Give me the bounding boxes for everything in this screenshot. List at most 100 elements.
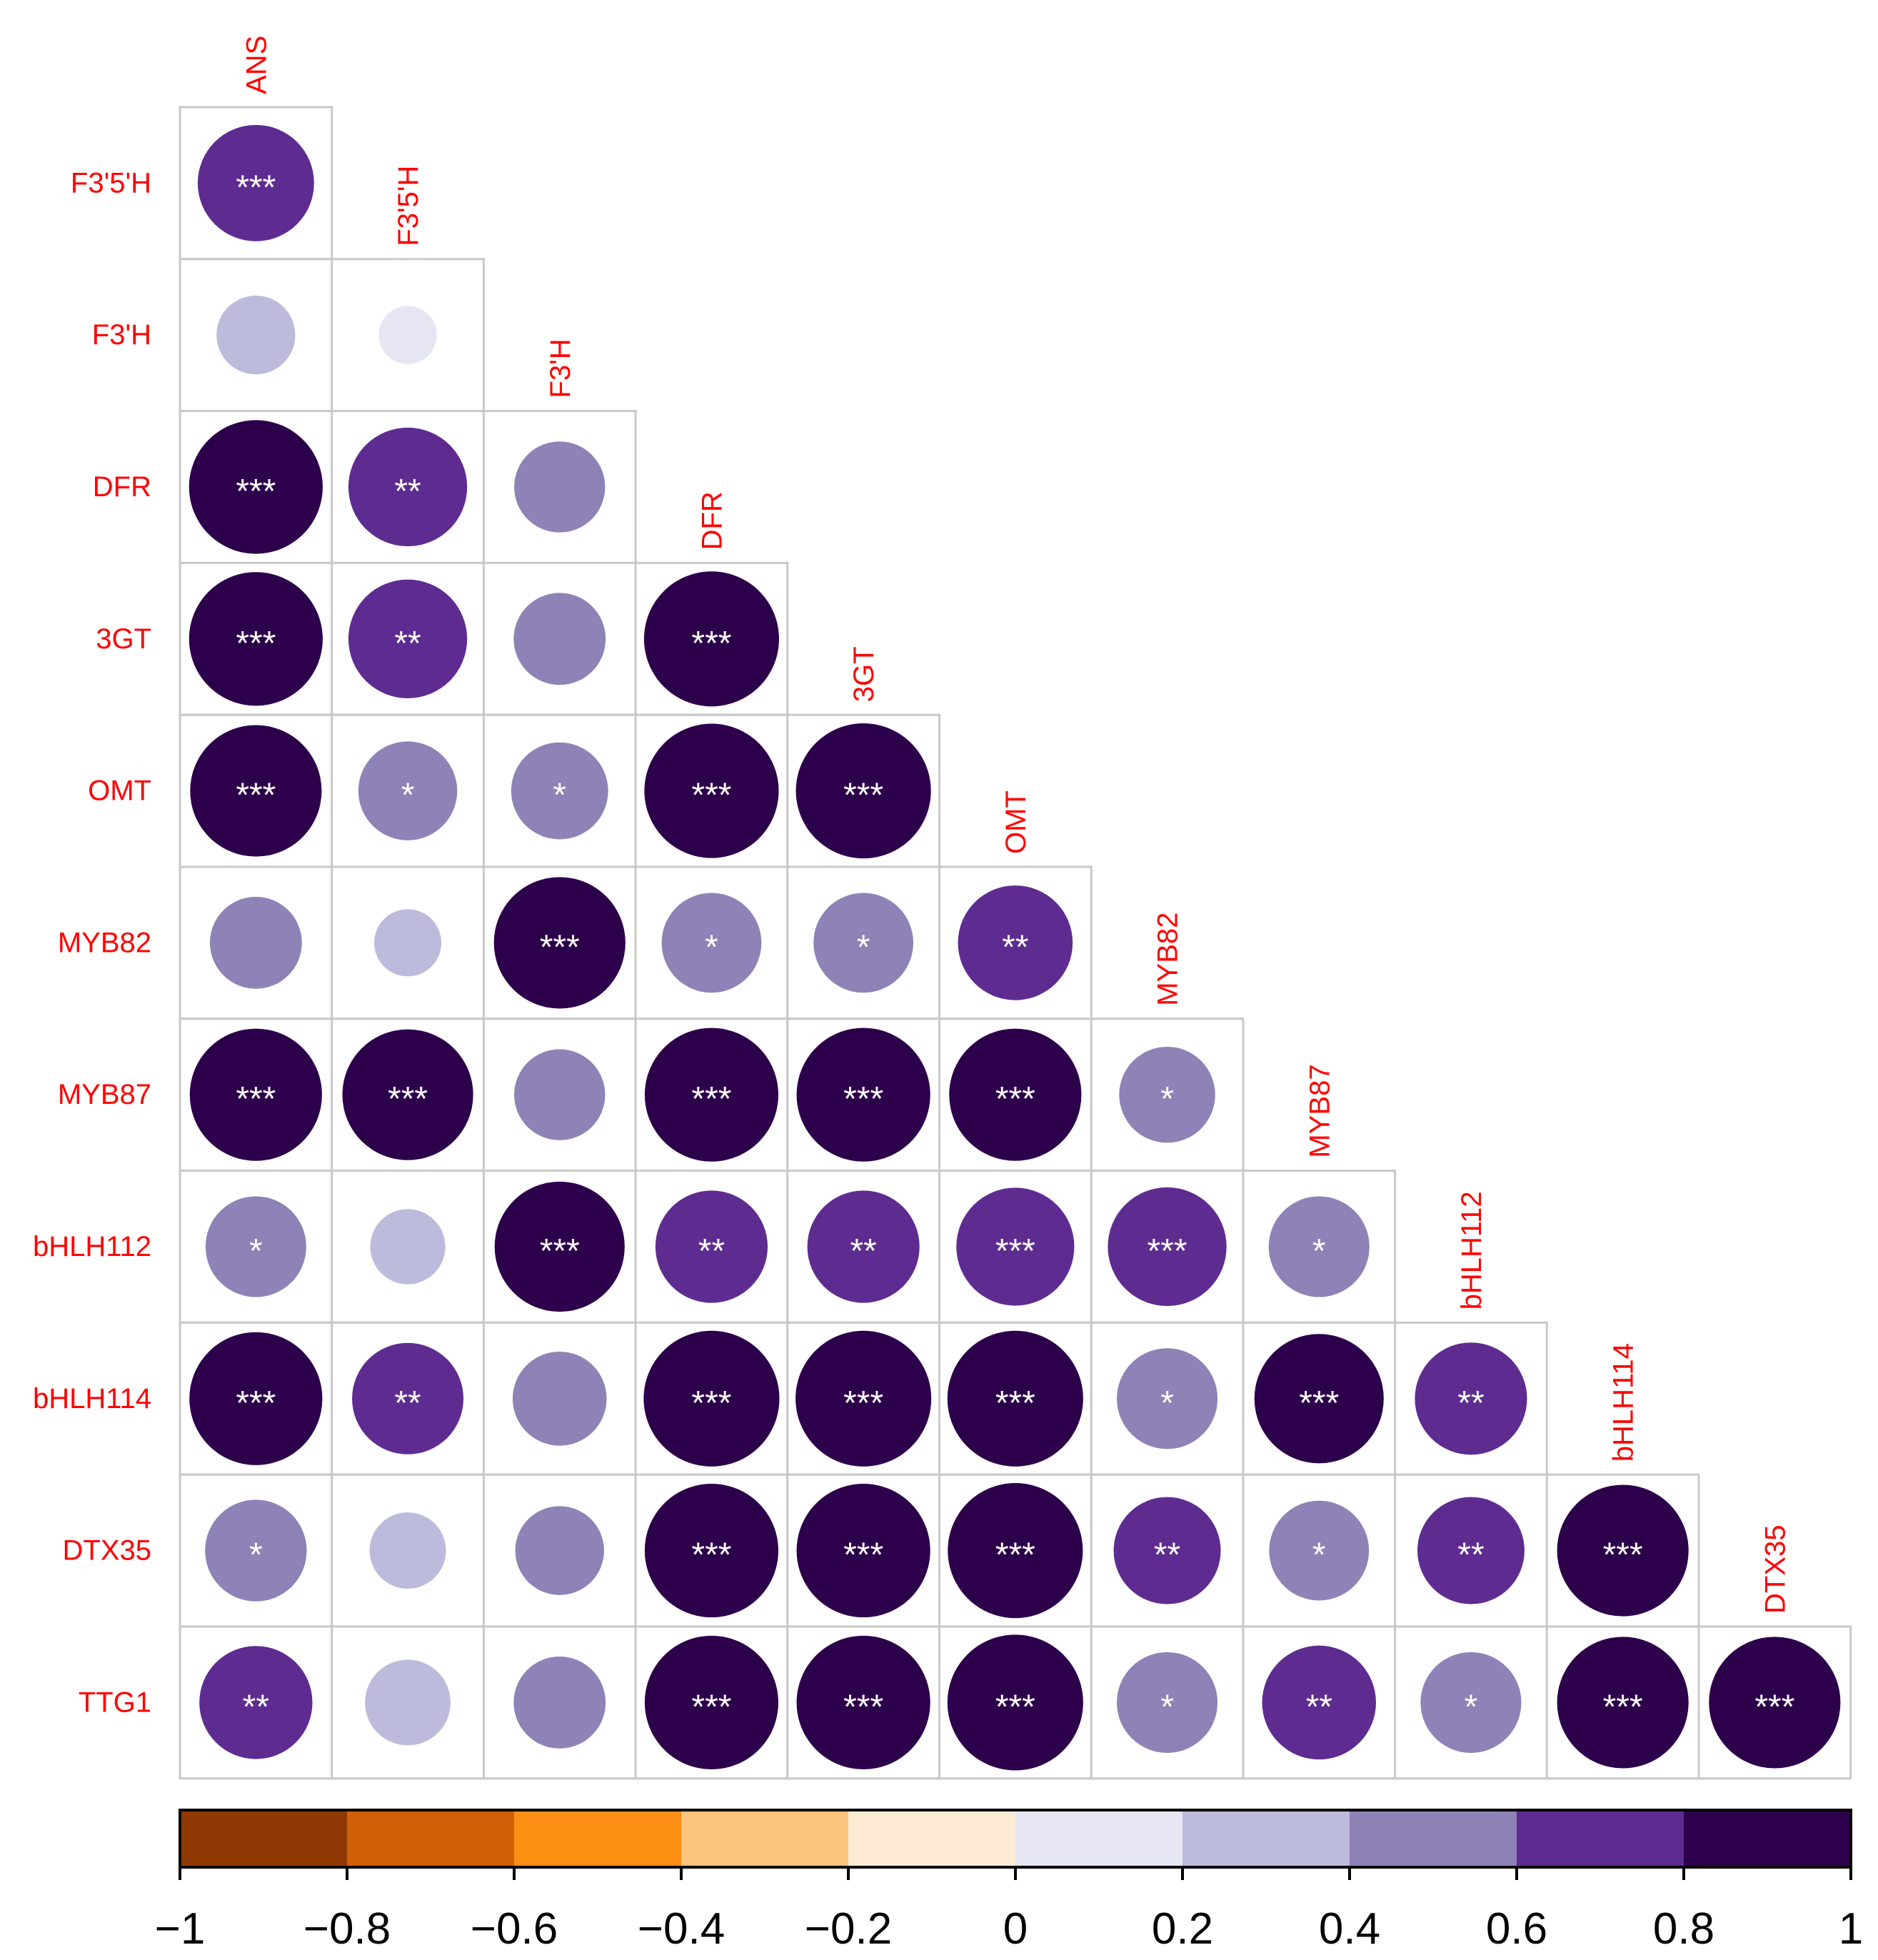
correlation-circle: 3GT / DFR: 0.97 — [643, 571, 779, 707]
significance-label: ** — [698, 1232, 725, 1270]
significance-label: * — [249, 1232, 263, 1270]
row-label: F3'5'H — [71, 167, 151, 198]
column-label: F3'5'H — [393, 166, 424, 246]
column-label: MYB87 — [1304, 1064, 1335, 1157]
correlation-circle: bHLH112 / MYB87: 0.54 — [1268, 1196, 1370, 1297]
significance-label: *** — [843, 1537, 883, 1574]
significance-label: ** — [850, 1232, 876, 1270]
significance-label: *** — [1754, 1688, 1794, 1726]
correlation-circle: bHLH114 / 3GT: 0.98 — [795, 1330, 932, 1467]
significance-label: *** — [1603, 1537, 1643, 1574]
correlation-circle: F3'5'H / ANS: 0.72 — [197, 124, 314, 241]
column-label: F3'H — [545, 338, 576, 398]
colorbar-tick-label: 1 — [1839, 1904, 1863, 1954]
correlation-circle: bHLH114 / MYB87: 0.89 — [1254, 1334, 1384, 1464]
colorbar-bin — [514, 1810, 681, 1867]
row-label: MYB82 — [58, 927, 151, 958]
colorbar-tick-label: −0.4 — [638, 1904, 725, 1954]
column-label: OMT — [1000, 790, 1032, 854]
colorbar-bin — [1517, 1810, 1684, 1867]
column-labels: ANS F3'5'H F3'H DFR 3GT OMT MYB82 MYB87 bHLH112 b… — [241, 36, 1791, 1614]
correlation-circle: MYB82 / ANS: 0.45 — [209, 897, 302, 989]
significance-label: *** — [236, 625, 276, 663]
significance-label: ** — [1154, 1537, 1180, 1574]
row-label: OMT — [88, 775, 151, 807]
significance-label: *** — [995, 1688, 1035, 1726]
significance-label: *** — [236, 473, 276, 511]
colorbar-tick-label: 0 — [1003, 1904, 1028, 1954]
significance-label: *** — [691, 1537, 731, 1574]
column-label: 3GT — [848, 646, 880, 702]
significance-label: *** — [691, 1080, 731, 1118]
correlation-circle: MYB87 / MYB82: 0.49 — [1119, 1047, 1215, 1143]
significance-label: *** — [236, 777, 276, 815]
colorbar-tick-label: 0.8 — [1653, 1904, 1714, 1954]
correlation-circle: TTG1 / F3'H: 0.45 — [513, 1657, 606, 1749]
correlation-circle: F3'H / F3'5'H: 0.18 — [378, 306, 437, 364]
correlation-circle: bHLH112 / OMT: 0.74 — [956, 1187, 1075, 1306]
correlation-circle: TTG1 / bHLH112: 0.54 — [1420, 1652, 1522, 1753]
correlation-circle: bHLH114 / F3'5'H: 0.66 — [352, 1342, 464, 1454]
significance-label: * — [1465, 1688, 1478, 1726]
significance-label: *** — [540, 1232, 580, 1270]
correlation-circle: OMT / F3'H: 0.5 — [511, 742, 608, 840]
significance-label: ** — [1306, 1688, 1332, 1726]
row-label: bHLH112 — [33, 1231, 151, 1262]
column-label: ANS — [241, 36, 272, 94]
circles-layer: F3'5'H / ANS: 0.72***F3'H / ANS: 0.33F3'… — [189, 124, 1841, 1771]
correlation-circle: DTX35 / MYB82: 0.61 — [1113, 1497, 1221, 1604]
significance-label: ** — [1457, 1537, 1484, 1574]
correlation-circle: TTG1 / ANS: 0.68 — [199, 1646, 313, 1759]
correlation-circle: OMT / 3GT: 0.97 — [795, 723, 931, 859]
correlation-circle: TTG1 / bHLH114: 0.92 — [1557, 1637, 1689, 1769]
correlation-circle: TTG1 / 3GT: 0.95 — [796, 1635, 930, 1769]
correlation-circle: bHLH114 / ANS: 0.94 — [189, 1332, 323, 1465]
correlation-circle: TTG1 / DFR: 0.95 — [644, 1635, 779, 1769]
correlation-circle: DTX35 / F3'H: 0.42 — [515, 1506, 604, 1595]
significance-label: *** — [691, 1384, 731, 1422]
significance-label: * — [705, 928, 718, 966]
correlation-circle: MYB82 / F3'H: 0.92 — [493, 877, 626, 1009]
significance-label: * — [1160, 1688, 1174, 1726]
column-label: DTX35 — [1759, 1525, 1791, 1614]
significance-label: *** — [995, 1384, 1035, 1422]
correlation-circle: DTX35 / MYB87: 0.53 — [1269, 1500, 1370, 1601]
grid-cell — [482, 1321, 637, 1476]
correlation-circle: OMT / F3'5'H: 0.52 — [358, 741, 458, 840]
correlation-circle: TTG1 / MYB87: 0.69 — [1262, 1645, 1376, 1760]
significance-label: ** — [394, 1384, 421, 1422]
significance-label: *** — [236, 169, 276, 206]
correlation-circle: bHLH114 / MYB82: 0.54 — [1117, 1348, 1218, 1449]
row-label: 3GT — [96, 623, 151, 655]
significance-label: ** — [1002, 928, 1028, 966]
correlation-circle: TTG1 / OMT: 0.98 — [947, 1634, 1083, 1771]
correlation-circle: DTX35 / F3'5'H: 0.31 — [369, 1512, 446, 1589]
correlation-circle: DFR / ANS: 0.95 — [189, 420, 323, 554]
row-label: MYB87 — [58, 1079, 151, 1110]
correlation-circle: DTX35 / 3GT: 0.95 — [796, 1484, 930, 1618]
colorbar-tick-label: 0.4 — [1319, 1904, 1380, 1954]
correlation-circle: bHLH114 / DFR: 0.98 — [643, 1330, 780, 1467]
correlation-circle: MYB87 / F3'5'H: 0.91 — [342, 1029, 473, 1160]
colorbar-bin — [681, 1810, 848, 1867]
significance-label: *** — [995, 1080, 1035, 1118]
correlation-circle: bHLH112 / 3GT: 0.67 — [807, 1190, 920, 1303]
significance-label: *** — [1148, 1232, 1187, 1270]
column-label: bHLH114 — [1608, 1343, 1640, 1462]
correlation-circle: MYB87 / ANS: 0.93 — [189, 1028, 322, 1161]
correlation-circle: DTX35 / DFR: 0.95 — [644, 1484, 779, 1618]
correlation-circle: bHLH114 / OMT: 0.98 — [947, 1330, 1083, 1467]
correlation-circle: 3GT / F3'H: 0.45 — [513, 593, 606, 685]
colorbar-bin — [1684, 1810, 1851, 1867]
correlation-circle: DFR / F3'H: 0.44 — [514, 441, 606, 533]
significance-label: ** — [243, 1688, 269, 1726]
significance-label: *** — [1603, 1688, 1643, 1726]
correlation-circle: DFR / F3'5'H: 0.75 — [348, 427, 468, 547]
significance-label: ** — [394, 473, 421, 511]
significance-label: ** — [1457, 1384, 1484, 1422]
correlation-circle: MYB87 / F3'H: 0.44 — [514, 1049, 606, 1140]
row-label: F3'H — [92, 319, 151, 351]
colorbar-tick-label: −1 — [155, 1904, 206, 1954]
correlation-circle: MYB82 / F3'5'H: 0.24 — [374, 909, 442, 977]
